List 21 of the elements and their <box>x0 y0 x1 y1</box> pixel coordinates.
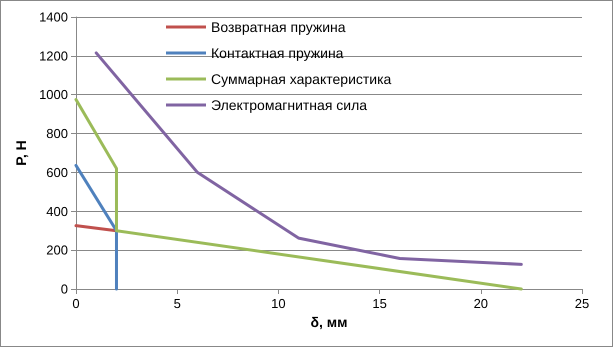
y-tick-label: 200 <box>46 242 68 258</box>
y-tick-label: 1400 <box>39 10 68 24</box>
x-tick-label: 25 <box>574 296 590 311</box>
legend-label: Контактная пружина <box>211 45 344 61</box>
legend-label: Возвратная пружина <box>211 19 346 35</box>
x-tick-label: 0 <box>72 296 80 311</box>
x-tick-label: 15 <box>372 296 387 311</box>
y-tick-label: 400 <box>46 204 68 219</box>
y-tick-label: 1200 <box>39 48 68 64</box>
x-tick-label: 20 <box>474 296 488 311</box>
x-tick-label: 10 <box>271 296 286 311</box>
x-tick-label: 5 <box>174 296 181 311</box>
y-tick-label: 1000 <box>39 87 68 102</box>
y-tick-label: 800 <box>46 126 68 142</box>
legend-label: Суммарная характеристика <box>211 71 392 87</box>
y-tick-label: 0 <box>60 282 68 296</box>
x-axis-title: δ, мм <box>310 314 348 330</box>
legend-label: Электромагнитная сила <box>211 97 368 113</box>
line-series <box>74 98 523 290</box>
y-tick-label: 600 <box>46 164 68 180</box>
y-axis-title: P, Н <box>13 140 30 166</box>
